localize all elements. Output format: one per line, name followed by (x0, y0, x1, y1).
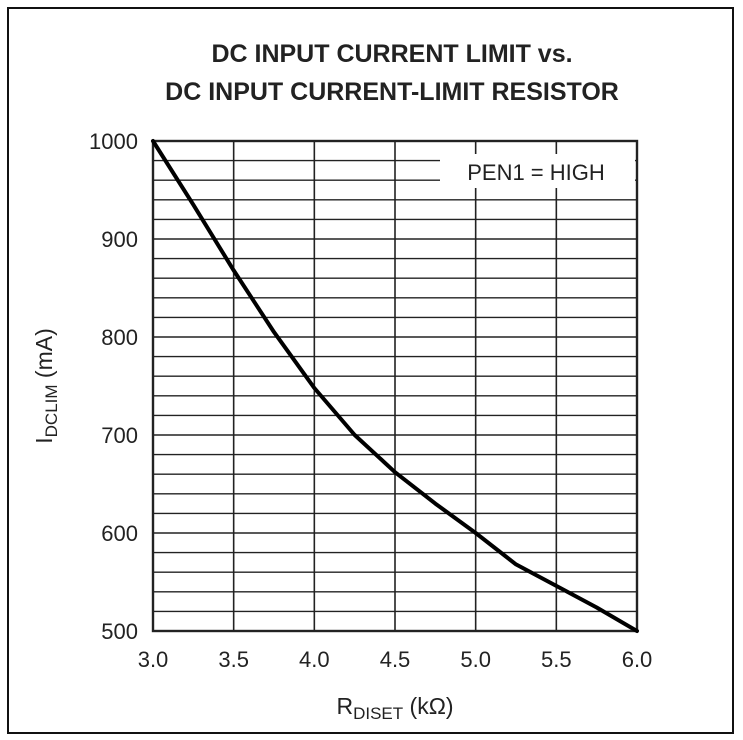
y-axis-label: IDCLIM (mA) (31, 328, 61, 444)
y-axis-label-subscript: DCLIM (42, 384, 61, 437)
y-axis-label-main: I (31, 437, 57, 443)
grid (152, 140, 638, 632)
y-tick-label: 1000 (89, 129, 138, 154)
x-tick-label: 5.5 (541, 647, 572, 672)
x-tick-label: 4.0 (299, 647, 330, 672)
y-tick-label: 700 (101, 423, 138, 448)
y-tick-labels: 500 600 700 800 900 1000 (89, 129, 138, 644)
annotation-box: PEN1 = HIGH (440, 154, 635, 188)
plot-area-border (151, 139, 639, 633)
annotation-text: PEN1 = HIGH (467, 160, 605, 185)
x-axis-label-main: R (336, 693, 353, 719)
x-axis-label-unit: (kΩ) (403, 693, 453, 719)
x-tick-label: 3.0 (138, 647, 169, 672)
x-axis-label-subscript: DISET (353, 704, 403, 723)
x-tick-label: 4.5 (380, 647, 411, 672)
y-axis-label-unit: (mA) (31, 328, 57, 384)
chart-frame (7, 7, 734, 734)
x-tick-label: 5.0 (460, 647, 491, 672)
plot-border (151, 139, 639, 633)
annotation-background (440, 154, 635, 188)
chart-title-line1: DC INPUT CURRENT LIMIT vs. (211, 40, 572, 68)
series-layer (151, 139, 639, 633)
x-tick-label: 6.0 (622, 647, 653, 672)
y-tick-label: 900 (101, 227, 138, 252)
y-tick-label: 600 (101, 521, 138, 546)
x-tick-labels: 3.0 3.5 4.0 4.5 5.0 5.5 6.0 (138, 647, 653, 672)
y-tick-label: 800 (101, 325, 138, 350)
y-tick-label: 500 (101, 619, 138, 644)
chart-title-line2: DC INPUT CURRENT-LIMIT RESISTOR (165, 78, 619, 106)
x-axis-label: RDISET (kΩ) (336, 693, 453, 723)
x-tick-label: 3.5 (218, 647, 249, 672)
